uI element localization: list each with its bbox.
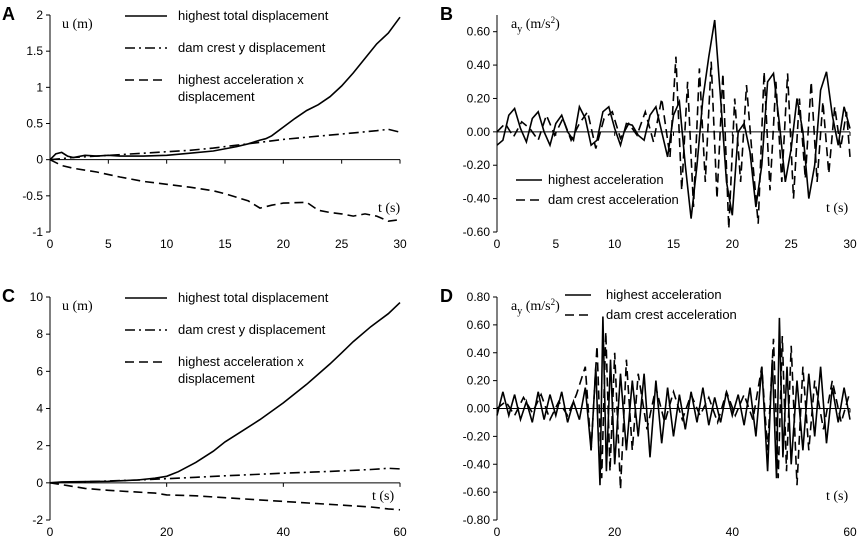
series-line-dam-crest-acceleration <box>496 56 851 229</box>
x-tick-label: 5 <box>105 237 112 251</box>
y-tick-label: 0.00 <box>467 402 491 416</box>
y-tick-label: 6 <box>36 364 43 378</box>
y-tick-label: -2 <box>32 513 43 527</box>
panel-label: C <box>2 286 15 306</box>
y-tick-label: 0.60 <box>467 318 491 332</box>
x-tick-label: 20 <box>726 237 740 251</box>
panel-c: C -2 0 2 4 6 8 10 0 20 40 60 u (m) t (s) highest total… <box>2 286 407 539</box>
legend-label: highest acceleration x <box>178 354 304 369</box>
series-line-highest-acceleration <box>496 316 851 486</box>
y-tick-label: -0.20 <box>463 158 491 172</box>
x-tick-label: 15 <box>218 237 232 251</box>
y-tick-label: 0.20 <box>467 91 491 105</box>
x-tick-label: 60 <box>843 525 857 539</box>
x-tick-label: 10 <box>160 237 174 251</box>
series-line-highest-acceleration-x-displacement <box>49 158 401 223</box>
y-tick-label: 2 <box>36 8 43 22</box>
panel-label: A <box>2 4 15 24</box>
legend-label: highest acceleration <box>548 172 664 187</box>
x-tick-label: 30 <box>843 237 857 251</box>
y-axis-title: u (m) <box>62 17 93 32</box>
y-tick-label: -0.20 <box>463 429 491 443</box>
x-axis-title: t (s) <box>372 489 395 504</box>
y-axis-title: ay (m/s2) <box>511 297 560 317</box>
y-tick-label: -0.40 <box>463 457 491 471</box>
y-tick-label: 0 <box>36 153 43 167</box>
x-tick-label: 25 <box>335 237 349 251</box>
legend-label: highest total displacement <box>178 8 329 23</box>
y-tick-label: 0 <box>36 476 43 490</box>
x-tick-label: 0 <box>494 525 501 539</box>
x-axis-title: t (s) <box>378 201 401 216</box>
legend-label-continued: displacement <box>178 89 255 104</box>
panel-b: B -0.60 -0.40 -0.20 0.00 0.20 0.40 0.60 0 5 10 15 20… <box>440 4 857 251</box>
legend-label: highest acceleration <box>606 287 722 302</box>
y-tick-label: -0.40 <box>463 192 491 206</box>
y-tick-label: -0.5 <box>22 189 43 203</box>
y-tick-label: 0.40 <box>467 58 491 72</box>
y-tick-label: 1.5 <box>26 44 43 58</box>
x-axis-title: t (s) <box>826 489 849 504</box>
y-tick-label: 8 <box>36 327 43 341</box>
x-tick-label: 20 <box>160 525 174 539</box>
x-tick-label: 60 <box>393 525 407 539</box>
y-tick-label: 0.20 <box>467 374 491 388</box>
panel-label: B <box>440 4 453 24</box>
x-tick-label: 0 <box>494 237 501 251</box>
y-tick-label: -0.60 <box>463 485 491 499</box>
y-tick-label: -1 <box>32 225 43 239</box>
x-tick-label: 20 <box>608 525 622 539</box>
x-tick-label: 40 <box>726 525 740 539</box>
legend-label: dam crest y displacement <box>178 322 326 337</box>
y-tick-label: 0.80 <box>467 290 491 304</box>
x-axis-title: t (s) <box>826 201 849 216</box>
x-tick-label: 0 <box>47 525 54 539</box>
y-axis-title: ay (m/s2) <box>511 15 560 35</box>
legend-label: highest total displacement <box>178 290 329 305</box>
x-tick-label: 0 <box>47 237 54 251</box>
y-tick-label: 10 <box>30 290 44 304</box>
x-tick-label: 40 <box>277 525 291 539</box>
legend-label: dam crest acceleration <box>606 307 737 322</box>
x-tick-label: 10 <box>608 237 622 251</box>
legend-label: highest acceleration x <box>178 72 304 87</box>
y-tick-label: -0.80 <box>463 513 491 527</box>
y-tick-label: 0.00 <box>467 125 491 139</box>
x-tick-label: 25 <box>784 237 798 251</box>
series-line-highest-acceleration <box>496 19 851 219</box>
series-line-dam-crest-acceleration <box>496 331 851 490</box>
x-tick-label: 5 <box>552 237 559 251</box>
panel-a: A-1-0.500.511.520 5 10 15 20 25 30u (m)t (s)hi… <box>2 4 407 251</box>
legend-label: dam crest y displacement <box>178 40 326 55</box>
y-tick-label: 1 <box>36 80 43 94</box>
x-tick-label: 30 <box>393 237 407 251</box>
series-line-dam-crest-y-displacement <box>49 467 401 484</box>
panel-d: D -0.80 -0.60 -0.40 -0.20 0.00 0.20 0.40 0.60 0.8… <box>440 286 857 539</box>
panel-label: D <box>440 286 453 306</box>
x-tick-label: 20 <box>277 237 291 251</box>
y-tick-label: 2 <box>36 439 43 453</box>
y-tick-label: -0.60 <box>463 225 491 239</box>
y-tick-label: 4 <box>36 402 43 416</box>
legend-label-continued: displacement <box>178 371 255 386</box>
y-axis-title: u (m) <box>62 299 93 314</box>
x-tick-label: 15 <box>667 237 681 251</box>
y-tick-label: 0.40 <box>467 346 491 360</box>
y-tick-label: 0.5 <box>26 117 43 131</box>
series-line-highest-total-displacement <box>49 16 401 161</box>
legend-label: dam crest acceleration <box>548 192 679 207</box>
series-line-highest-acceleration-x-displacement <box>49 482 401 511</box>
series-line-dam-crest-y-displacement <box>49 128 401 161</box>
y-tick-label: 0.60 <box>467 25 491 39</box>
